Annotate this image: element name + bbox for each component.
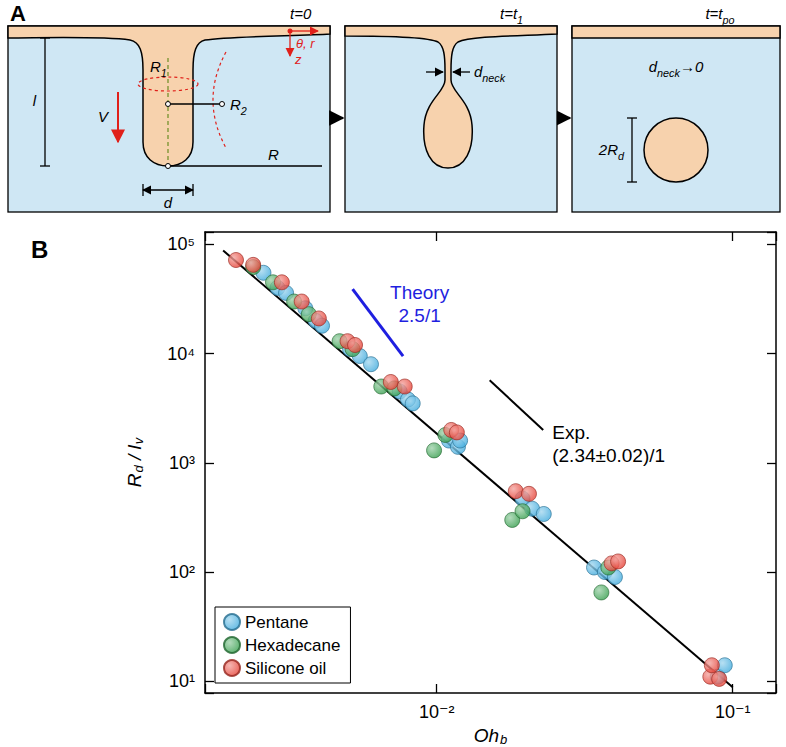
svg-text:Hexadecane: Hexadecane <box>245 636 340 655</box>
svg-text:10⁴: 10⁴ <box>167 344 195 364</box>
svg-text:R: R <box>124 473 145 487</box>
svg-text:10²: 10² <box>169 562 195 582</box>
svg-text:R: R <box>268 146 279 163</box>
svg-text:2.5/1: 2.5/1 <box>398 305 440 326</box>
svg-text:A: A <box>10 1 26 26</box>
svg-text:t=t1: t=t1 <box>500 5 523 26</box>
svg-text:l: l <box>123 445 145 450</box>
svg-text:Pentane: Pentane <box>245 613 308 632</box>
svg-text:R1: R1 <box>150 58 167 79</box>
svg-text:10¹: 10¹ <box>169 671 195 691</box>
svg-text:2Rd: 2Rd <box>598 141 625 162</box>
svg-text:θ, r: θ, r <box>296 36 315 51</box>
svg-text:B: B <box>31 236 48 263</box>
svg-text:/: / <box>124 449 145 465</box>
svg-text:(2.34±0.02)/1: (2.34±0.02)/1 <box>552 445 665 466</box>
svg-text:t=tpo: t=tpo <box>705 5 734 26</box>
svg-text:l: l <box>33 92 37 109</box>
svg-text:10⁵: 10⁵ <box>168 234 195 254</box>
svg-text:z: z <box>294 52 302 67</box>
svg-text:v: v <box>131 436 146 444</box>
svg-text:dneck→0: dneck→0 <box>649 58 704 79</box>
svg-text:V: V <box>98 108 110 125</box>
svg-text:d: d <box>131 465 146 473</box>
svg-text:dneck: dneck <box>474 63 506 84</box>
svg-text:R2: R2 <box>230 96 247 117</box>
svg-text:10³: 10³ <box>169 453 195 473</box>
svg-text:Oh: Oh <box>474 725 499 746</box>
svg-text:Theory: Theory <box>390 282 450 303</box>
svg-text:Exp.: Exp. <box>552 422 590 443</box>
svg-text:d: d <box>164 194 173 211</box>
svg-text:t=0: t=0 <box>290 5 312 22</box>
svg-text:b: b <box>500 732 507 747</box>
svg-text:Silicone oil: Silicone oil <box>245 659 326 678</box>
svg-text:10⁻¹: 10⁻¹ <box>715 702 751 722</box>
svg-text:10⁻²: 10⁻² <box>419 702 455 722</box>
